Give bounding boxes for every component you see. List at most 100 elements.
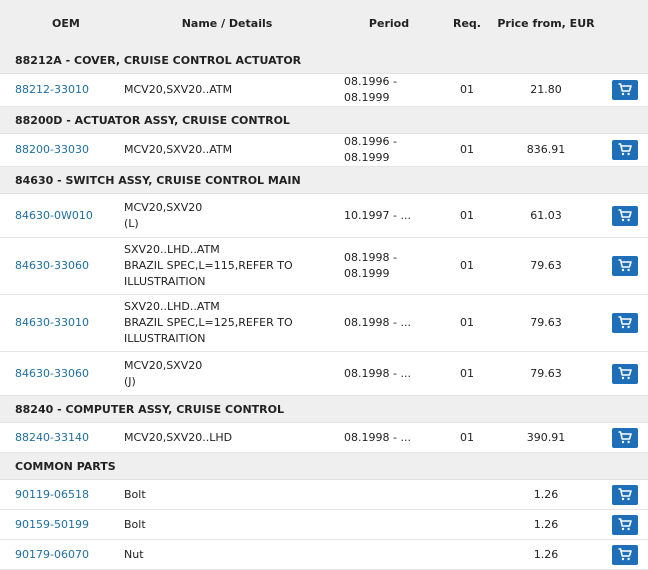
add-to-cart-button[interactable] bbox=[612, 205, 638, 226]
cart-icon bbox=[618, 547, 632, 560]
cart-icon bbox=[618, 259, 632, 272]
oem-link[interactable]: 90179-06070 bbox=[15, 547, 89, 561]
detail-line: MCV20,SXV20..LHD bbox=[124, 430, 233, 444]
details-cell: Bolt bbox=[120, 509, 334, 540]
detail-line: SXV20..LHD..ATM bbox=[124, 300, 220, 313]
detail-line: Bolt bbox=[124, 487, 146, 501]
req-cell: 01 bbox=[444, 133, 490, 167]
req-cell bbox=[444, 479, 490, 510]
cart-icon bbox=[618, 316, 632, 329]
oem-cell: 84630-33060 bbox=[0, 237, 120, 295]
add-to-cart-button[interactable] bbox=[612, 80, 638, 100]
table-row: 84630-0W010 MCV20,SXV20 (L) 10.1997 - ... 01… bbox=[0, 193, 648, 238]
req-cell: 01 bbox=[444, 422, 490, 453]
add-to-cart-button[interactable] bbox=[612, 514, 638, 535]
price-cell: 79.63 bbox=[490, 294, 602, 352]
oem-link[interactable]: 84630-0W010 bbox=[15, 208, 93, 222]
group-title: 88200D - ACTUATOR ASSY, CRUISE CONTROL bbox=[0, 106, 648, 134]
col-header-oem: OEM bbox=[0, 0, 120, 47]
oem-link[interactable]: 84630-33060 bbox=[15, 259, 89, 272]
add-to-cart-button[interactable] bbox=[612, 544, 638, 565]
detail-line: MCV20,SXV20 bbox=[124, 358, 203, 372]
add-to-cart-button[interactable] bbox=[612, 313, 638, 333]
cart-cell bbox=[602, 479, 648, 510]
details-cell: MCV20,SXV20..ATM bbox=[120, 73, 334, 107]
col-header-name: Name / Details bbox=[120, 0, 334, 47]
detail-line: Nut bbox=[124, 547, 144, 561]
details-cell: SXV20..LHD..ATM BRAZIL SPEC,L=115,REFER T… bbox=[120, 237, 334, 295]
cart-cell bbox=[602, 133, 648, 167]
detail-line: (L) bbox=[124, 216, 139, 230]
detail-line: ILLUSTRAITION bbox=[124, 332, 206, 345]
group-header-row: 88212A - COVER, CRUISE CONTROL ACTUATOR bbox=[0, 47, 648, 74]
cart-cell bbox=[602, 509, 648, 540]
req-cell: 01 bbox=[444, 73, 490, 107]
group-title: 88212A - COVER, CRUISE CONTROL ACTUATOR bbox=[0, 47, 648, 74]
req-cell bbox=[444, 509, 490, 540]
req-cell bbox=[444, 539, 490, 570]
col-header-req: Req. bbox=[444, 0, 490, 47]
group-header-row: COMMON PARTS bbox=[0, 452, 648, 480]
cart-cell bbox=[602, 539, 648, 570]
req-cell: 01 bbox=[444, 193, 490, 238]
group-header-row: 88200D - ACTUATOR ASSY, CRUISE CONTROL bbox=[0, 106, 648, 134]
group-header-row: 88240 - COMPUTER ASSY, CRUISE CONTROL bbox=[0, 395, 648, 423]
oem-cell: 90119-06518 bbox=[0, 479, 120, 510]
period-cell: 08.1998 - 08.1999 bbox=[334, 237, 444, 295]
period-cell: 08.1996 - 08.1999 bbox=[334, 73, 444, 107]
table-row: 88240-33140 MCV20,SXV20..LHD 08.1998 - ...… bbox=[0, 422, 648, 453]
oem-link[interactable]: 90159-50199 bbox=[15, 517, 89, 531]
period-cell bbox=[334, 479, 444, 510]
period-cell: 08.1998 - ... bbox=[334, 294, 444, 352]
oem-cell: 84630-33060 bbox=[0, 351, 120, 396]
oem-link[interactable]: 84630-33060 bbox=[15, 366, 89, 380]
period-cell: 08.1996 - 08.1999 bbox=[334, 133, 444, 167]
price-cell: 1.26 bbox=[490, 479, 602, 510]
detail-line: ILLUSTRAITION bbox=[124, 275, 206, 288]
detail-line: MCV20,SXV20..ATM bbox=[124, 83, 233, 96]
oem-cell: 88200-33030 bbox=[0, 133, 120, 167]
cart-icon bbox=[618, 366, 632, 379]
oem-link[interactable]: 88200-33030 bbox=[15, 143, 89, 156]
price-cell: 61.03 bbox=[490, 193, 602, 238]
req-cell: 01 bbox=[444, 351, 490, 396]
add-to-cart-button[interactable] bbox=[612, 363, 638, 384]
oem-cell: 84630-33010 bbox=[0, 294, 120, 352]
period-cell: 08.1998 - ... bbox=[334, 351, 444, 396]
oem-link[interactable]: 84630-33010 bbox=[15, 316, 89, 329]
add-to-cart-button[interactable] bbox=[612, 140, 638, 160]
details-cell: Bolt bbox=[120, 479, 334, 510]
detail-line: Bolt bbox=[124, 517, 146, 531]
oem-cell: 90179-06070 bbox=[0, 539, 120, 570]
col-header-price: Price from, EUR bbox=[490, 0, 602, 47]
table-row: 88200-33030 MCV20,SXV20..ATM 08.1996 - 08.… bbox=[0, 133, 648, 167]
oem-cell: 88212-33010 bbox=[0, 73, 120, 107]
cart-cell bbox=[602, 294, 648, 352]
cart-cell bbox=[602, 422, 648, 453]
price-cell: 79.63 bbox=[490, 237, 602, 295]
detail-line: MCV20,SXV20 bbox=[124, 200, 203, 214]
cart-cell bbox=[602, 351, 648, 396]
price-cell: 390.91 bbox=[490, 422, 602, 453]
oem-link[interactable]: 88240-33140 bbox=[15, 430, 89, 444]
price-cell: 79.63 bbox=[490, 351, 602, 396]
add-to-cart-button[interactable] bbox=[612, 256, 638, 276]
req-cell: 01 bbox=[444, 294, 490, 352]
group-title: COMMON PARTS bbox=[0, 452, 648, 480]
detail-line: BRAZIL SPEC,L=125,REFER TO bbox=[124, 316, 293, 329]
group-header-row: 84630 - SWITCH ASSY, CRUISE CONTROL MAIN bbox=[0, 166, 648, 194]
oem-link[interactable]: 90119-06518 bbox=[15, 487, 89, 501]
detail-line: SXV20..LHD..ATM bbox=[124, 243, 220, 256]
cart-cell bbox=[602, 193, 648, 238]
cart-icon bbox=[618, 143, 632, 156]
table-row: 84630-33010 SXV20..LHD..ATM BRAZIL SPEC,L=… bbox=[0, 294, 648, 352]
details-cell: MCV20,SXV20 (L) bbox=[120, 193, 334, 238]
oem-link[interactable]: 88212-33010 bbox=[15, 83, 89, 96]
details-cell: Nut bbox=[120, 539, 334, 570]
add-to-cart-button[interactable] bbox=[612, 427, 638, 448]
price-cell: 1.26 bbox=[490, 509, 602, 540]
cart-icon bbox=[618, 517, 632, 530]
table-row: 84630-33060 MCV20,SXV20 (J) 08.1998 - ... 01… bbox=[0, 351, 648, 396]
add-to-cart-button[interactable] bbox=[612, 484, 638, 505]
